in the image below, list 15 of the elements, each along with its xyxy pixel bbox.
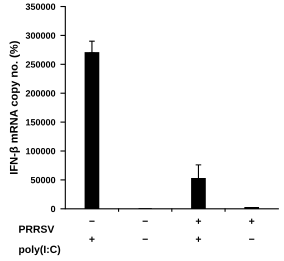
y-axis-title: IFN-β mRNA copy no. (%): [10, 41, 20, 174]
category-label: − −: [142, 220, 148, 240]
category-label: − +: [89, 220, 95, 242]
y-tick-label: 300000: [26, 32, 56, 39]
text: poly(I:C): [19, 245, 60, 256]
category-label: + +: [196, 218, 202, 242]
text: PRRSV: [19, 225, 54, 233]
y-tick-label: 200000: [26, 90, 56, 97]
y-tick-label: 100000: [26, 148, 56, 154]
y-tick-label: 350000: [26, 3, 56, 10]
category-label: + −: [249, 218, 254, 240]
y-tick-label: 150000: [26, 119, 56, 126]
y-tick-label: 50000: [30, 176, 56, 184]
y-tick-label: 250000: [26, 61, 56, 68]
y-tick-label: 0: [50, 206, 56, 212]
